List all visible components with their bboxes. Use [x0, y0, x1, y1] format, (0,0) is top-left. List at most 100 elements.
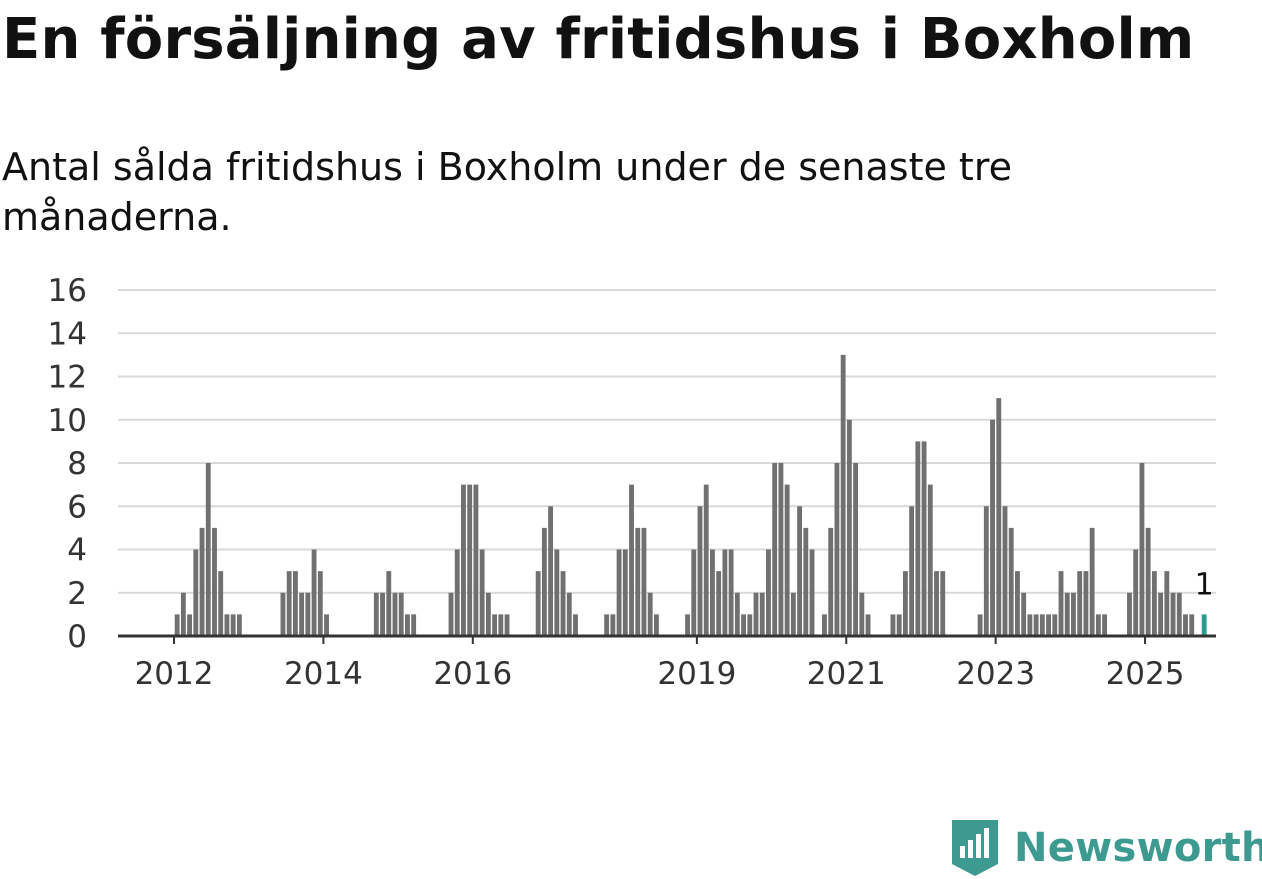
- bar: [1158, 592, 1164, 636]
- brand-name: Newsworthy: [1014, 825, 1262, 871]
- bar: [286, 571, 292, 636]
- bar: [1139, 463, 1145, 636]
- bar: [479, 549, 485, 636]
- bar: [759, 592, 765, 636]
- x-tick-label: 2012: [135, 656, 214, 692]
- bar: [622, 549, 628, 636]
- bar: [604, 614, 610, 636]
- bar: [236, 614, 242, 636]
- bar: [398, 592, 404, 636]
- bar: [990, 419, 995, 636]
- bar: [380, 592, 385, 636]
- bar: [915, 441, 921, 636]
- bar: [846, 419, 852, 636]
- bar: [299, 592, 305, 636]
- bar: [498, 614, 504, 636]
- newsworthy-logo-icon: [952, 820, 998, 876]
- bar: [653, 614, 659, 636]
- bar: [292, 571, 298, 636]
- bar: [1127, 592, 1132, 636]
- x-tick-label: 2021: [807, 656, 886, 692]
- bar: [983, 506, 989, 636]
- bar: [1015, 571, 1020, 636]
- bar: [1189, 614, 1195, 636]
- bar: [921, 441, 927, 636]
- bar: [790, 592, 796, 636]
- bar: [741, 614, 746, 636]
- bar: [834, 463, 840, 636]
- bar: [909, 506, 915, 636]
- bar: [697, 506, 703, 636]
- bar: [641, 527, 647, 636]
- bar: [1046, 614, 1051, 636]
- bar: [772, 463, 778, 636]
- bar: [927, 484, 933, 636]
- bar: [691, 549, 697, 636]
- bar: [778, 463, 784, 636]
- bar: [174, 614, 180, 636]
- bar: [1071, 592, 1076, 636]
- bar: [535, 571, 541, 636]
- y-tick-label: 4: [67, 533, 87, 569]
- bar: [1102, 614, 1108, 636]
- bar: [710, 549, 715, 636]
- bar: [716, 571, 722, 636]
- bar: [934, 571, 939, 636]
- bar: [454, 549, 460, 636]
- bar: [753, 592, 759, 636]
- y-tick-label: 14: [48, 316, 87, 352]
- x-tick-label: 2025: [1106, 656, 1185, 692]
- last-value-label: 1: [1195, 567, 1214, 602]
- bar: [1021, 592, 1027, 636]
- bar: [722, 549, 728, 636]
- bar: [473, 484, 479, 636]
- bar: [1083, 571, 1089, 636]
- bar: [230, 614, 236, 636]
- bar: [1033, 614, 1039, 636]
- chart-subtitle: Antal sålda fritidshus i Boxholm under d…: [2, 145, 1012, 239]
- x-tick-label: 2016: [433, 656, 512, 692]
- bar: [212, 527, 217, 636]
- brand-logo: Newsworthy: [950, 818, 1262, 878]
- bar: [635, 527, 641, 636]
- bar: [747, 614, 753, 636]
- bar: [311, 549, 317, 636]
- bar: [840, 354, 846, 636]
- bar: [822, 614, 827, 636]
- bar: [1077, 571, 1083, 636]
- bar: [865, 614, 871, 636]
- bar: [996, 398, 1002, 636]
- bar: [853, 463, 859, 636]
- bar: [1145, 527, 1151, 636]
- bar: [224, 614, 230, 636]
- x-tick-label: 2014: [284, 656, 363, 692]
- bar: [485, 592, 491, 636]
- bar: [554, 549, 560, 636]
- data-labels: 1: [1195, 567, 1214, 602]
- bar: [734, 592, 740, 636]
- bar: [324, 614, 329, 636]
- bar: [1164, 571, 1170, 636]
- bar: [317, 571, 323, 636]
- bar: [193, 549, 199, 636]
- bar: [548, 506, 554, 636]
- bar: [373, 592, 379, 636]
- y-axis-ticks: 0 2 4 6 8 10 12 14 16: [48, 273, 87, 655]
- x-axis-ticks: 2012 2014 2016 2019 2021 2023 2025: [135, 636, 1185, 692]
- bar: [940, 571, 946, 636]
- bar: [766, 549, 771, 636]
- bar: [1052, 614, 1058, 636]
- bar: [1058, 571, 1064, 636]
- grid-lines: [118, 289, 1216, 594]
- bar: [1002, 506, 1008, 636]
- bar: [1170, 592, 1176, 636]
- bar: [977, 614, 983, 636]
- bar: [797, 506, 803, 636]
- bar: [890, 614, 896, 636]
- bar-highlight: [1201, 614, 1207, 636]
- bar: [896, 614, 902, 636]
- bar: [1008, 527, 1014, 636]
- y-tick-label: 6: [67, 489, 87, 525]
- y-tick-label: 2: [67, 576, 87, 612]
